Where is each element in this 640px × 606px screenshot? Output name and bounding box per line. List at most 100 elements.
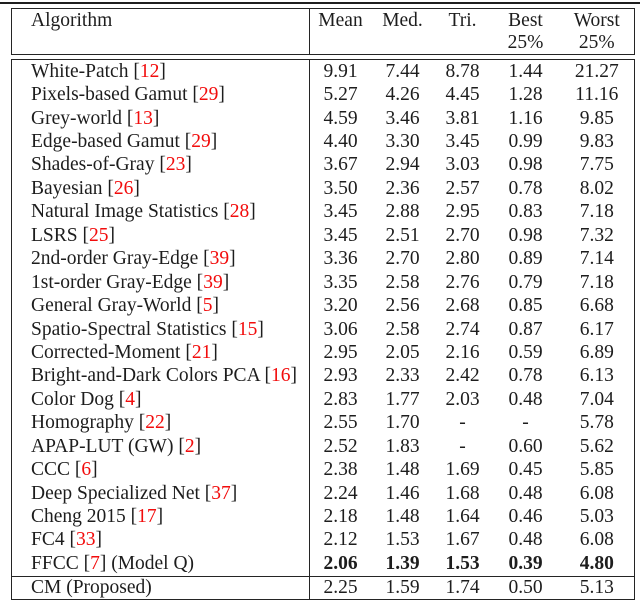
worst-value: 7.14	[579, 248, 614, 270]
column-header-label: Med.	[382, 10, 423, 31]
citation-number[interactable]: 39	[203, 271, 223, 293]
table-row: Bayesian [26] 3.50 2.36 2.57 0.78 8.02	[12, 177, 634, 201]
tri-value: 4.45	[445, 84, 480, 106]
tri-value: 1.53	[445, 552, 480, 574]
worst-value: 5.62	[579, 435, 614, 457]
citation-number[interactable]: 4	[125, 388, 135, 410]
citation-number[interactable]: 39	[209, 248, 230, 270]
citation-number[interactable]: 28	[229, 201, 250, 223]
best-value: 0.83	[508, 201, 543, 223]
worst-value: 7.32	[579, 224, 614, 246]
mean-value: 2.38	[323, 459, 358, 481]
med-value: 2.56	[385, 295, 420, 317]
table-row: Spatio-Spectral Statistics [15] 3.06 2.58 2…	[12, 317, 634, 342]
best-value: -	[522, 412, 529, 434]
tri-value: 1.74	[445, 577, 480, 599]
algorithm-cell: Color Dog [4]	[12, 388, 310, 412]
table-row: Homography [22] 2.55 1.70 - - 5.78	[12, 411, 634, 435]
mean-value: 4.59	[323, 107, 358, 129]
worst-value: 6.08	[579, 529, 614, 551]
table-row: Deep Specialized Net [37] 2.24 1.46 1.68 0.4…	[12, 481, 634, 506]
algorithm-cell: Homography [22]	[12, 411, 310, 435]
table-row: APAP-LUT (GW) [2] 2.52 1.83 - 0.60 5.62	[12, 435, 634, 459]
tri-value: 2.95	[445, 201, 480, 223]
algorithm-cell: Bright-and-Dark Colors PCA [16]	[12, 364, 310, 389]
worst-value: 6.68	[579, 295, 614, 317]
table-row: Edge-based Gamut [29] 4.40 3.30 3.45 0.99 9.8…	[12, 130, 634, 154]
best-value: 0.48	[508, 529, 543, 551]
mean-value: 2.55	[323, 412, 358, 434]
mean-value: 3.45	[323, 201, 358, 223]
table-row: Corrected-Moment [21] 2.95 2.05 2.16 0.59 6.8…	[12, 341, 634, 365]
algorithm-cell: Spatio-Spectral Statistics [15]	[12, 317, 310, 342]
citation-number[interactable]: 25	[88, 224, 109, 246]
citation-number[interactable]: 15	[237, 318, 258, 340]
mean-value: 2.06	[323, 552, 358, 574]
tri-value: 1.69	[445, 459, 480, 481]
mean-value: 9.91	[323, 60, 358, 82]
citation-number[interactable]: 26	[113, 177, 134, 199]
mean-value: 3.67	[323, 154, 358, 176]
worst-value: 21.27	[574, 60, 619, 82]
tri-value: 2.76	[445, 271, 480, 293]
worst-value: 7.18	[579, 201, 614, 223]
citation-number[interactable]: 21	[191, 341, 212, 363]
results-table: Algorithm Mean Med. Tri. Best 25% Worst	[11, 8, 635, 601]
citation-number[interactable]: 13	[133, 107, 153, 129]
algorithm-cell: Natural Image Statistics [28]	[12, 200, 310, 225]
mean-value: 2.93	[323, 365, 358, 387]
best-value: 0.98	[508, 224, 543, 246]
best-value: 0.46	[508, 506, 543, 528]
med-value: 2.33	[385, 365, 420, 387]
worst-value: 4.80	[579, 552, 614, 574]
table-row: Natural Image Statistics [28] 3.45 2.88 2.9…	[12, 200, 634, 225]
column-header-med: Med.	[372, 9, 434, 32]
algorithm-cell: Bayesian [26]	[12, 177, 310, 201]
best-value: 0.48	[508, 482, 543, 504]
worst-value: 7.04	[579, 388, 614, 410]
mean-value: 3.06	[323, 318, 358, 340]
citation-number[interactable]: 23	[165, 154, 186, 176]
worst-value: 6.17	[579, 318, 614, 340]
top-rule	[0, 2, 640, 5]
best-value: 0.39	[508, 552, 543, 574]
algorithm-cell: Corrected-Moment [21]	[12, 341, 310, 365]
table-row: FC4 [33] 2.12 1.53 1.67 0.48 6.08	[12, 528, 634, 553]
algorithm-cell: Cheng 2015 [17]	[12, 505, 310, 529]
citation-number[interactable]: 37	[211, 482, 231, 504]
best-value: 0.78	[508, 177, 543, 199]
citation-number[interactable]: 29	[191, 131, 211, 153]
tri-value: 1.64	[445, 506, 480, 528]
med-value: 1.53	[385, 529, 420, 551]
citation-number[interactable]: 16	[270, 365, 291, 387]
best-value: 0.98	[508, 154, 543, 176]
citation-number[interactable]: 2	[184, 435, 195, 457]
worst-value: 9.85	[579, 107, 614, 129]
med-value: 1.70	[385, 412, 420, 434]
citation-number[interactable]: 6	[81, 459, 92, 481]
med-value: 2.51	[385, 224, 420, 246]
tri-value: -	[459, 435, 466, 457]
table-row: Bright-and-Dark Colors PCA [16] 2.93 2.33 2…	[12, 364, 634, 389]
table-row: General Gray-World [5] 3.20 2.56 2.68 0.85 6.…	[12, 294, 634, 318]
citation-number[interactable]: 33	[75, 529, 96, 551]
mean-value: 3.20	[323, 295, 358, 317]
citation-number[interactable]: 12	[139, 60, 160, 82]
table-row: Grey-world [13] 4.59 3.46 3.81 1.16 9.85	[12, 106, 634, 131]
worst-value: 7.18	[579, 271, 614, 293]
citation-number[interactable]: 22	[145, 412, 165, 434]
tri-value: 8.78	[445, 60, 480, 82]
tri-value: 2.80	[445, 248, 480, 270]
tri-value: -	[459, 412, 466, 434]
citation-number[interactable]: 29	[198, 84, 219, 106]
column-header-worst-25: Worst 25%	[560, 9, 635, 54]
mean-value: 3.36	[323, 248, 358, 270]
table-row: Shades-of-Gray [23] 3.67 2.94 3.03 0.98 7.75	[12, 153, 634, 178]
worst-value: 8.02	[579, 177, 614, 199]
best-value: 0.60	[508, 435, 543, 457]
citation-number[interactable]: 7	[90, 552, 100, 574]
table-row: CM (Proposed) 2.25 1.59 1.74 0.50 5.13	[12, 576, 634, 600]
citation-number[interactable]: 17	[137, 506, 157, 528]
algorithm-cell: 1st-order Gray-Edge [39]	[12, 270, 310, 295]
citation-number[interactable]: 5	[202, 295, 213, 317]
